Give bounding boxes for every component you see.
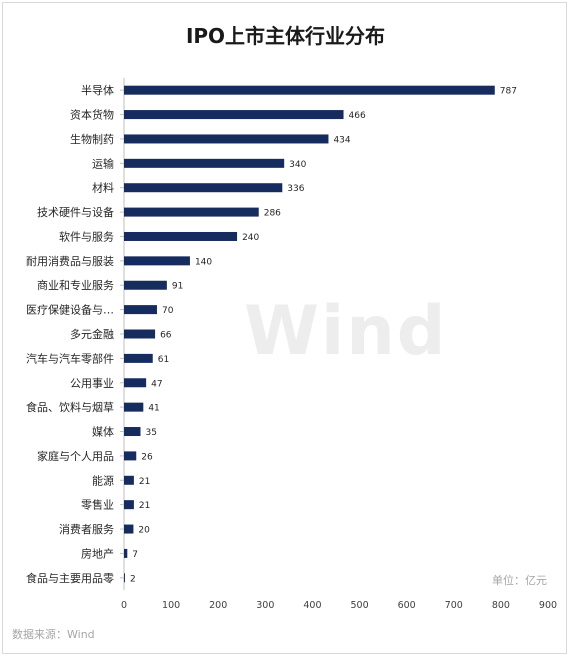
category-label: 食品、饮料与烟草: [26, 400, 114, 414]
x-tick-label: 500: [350, 600, 368, 611]
x-tick-label: 800: [492, 600, 510, 611]
category-label: 房地产: [81, 546, 114, 560]
bar: [124, 524, 134, 534]
bar: [124, 85, 495, 95]
x-tick-label: 400: [303, 600, 321, 611]
chart-title: IPO上市主体行业分布: [185, 24, 386, 48]
category-label: 汽车与汽车零部件: [26, 351, 114, 365]
x-tick-label: 700: [445, 600, 463, 611]
data-label: 7: [132, 550, 138, 560]
category-label: 零售业: [81, 498, 114, 512]
x-tick-label: 300: [256, 600, 274, 611]
category-label: 技术硬件与设备: [37, 205, 114, 219]
data-label: 61: [158, 355, 169, 365]
category-label: 能源: [92, 473, 114, 487]
category-label: 软件与服务: [59, 229, 114, 243]
category-label: 商业和专业服务: [37, 278, 114, 292]
bar: [124, 280, 167, 290]
bar: [124, 353, 153, 363]
unit-label: 单位：亿元: [492, 574, 547, 587]
bar: [124, 158, 285, 168]
bar: [124, 183, 283, 193]
category-label: 家庭与个人用品: [37, 449, 114, 463]
bar: [124, 134, 329, 144]
category-label: 公用事业: [70, 377, 114, 390]
data-label: 466: [349, 111, 366, 121]
data-label: 21: [139, 501, 150, 511]
bar: [124, 573, 125, 583]
bar: [124, 256, 190, 266]
bar: [124, 110, 344, 120]
bar: [124, 402, 144, 412]
data-label: 66: [160, 331, 172, 341]
watermark: Wind: [244, 292, 448, 371]
category-label: 半导体: [81, 83, 114, 97]
data-label: 434: [333, 135, 350, 145]
source-note: 数据来源：Wind: [12, 628, 95, 641]
bar: [124, 548, 128, 558]
bar: [124, 207, 259, 217]
data-label: 20: [138, 526, 150, 536]
bar: [124, 305, 157, 315]
data-label: 26: [141, 452, 153, 462]
x-tick-label: 200: [209, 600, 227, 611]
data-label: 47: [151, 379, 162, 389]
category-label: 多元金融: [70, 327, 114, 341]
category-label: 资本货物: [70, 108, 114, 122]
bar: [124, 378, 147, 388]
data-label: 336: [287, 184, 304, 194]
data-label: 41: [148, 404, 159, 414]
data-label: 340: [289, 160, 306, 170]
data-label: 35: [145, 428, 156, 438]
x-tick-label: 0: [121, 600, 127, 611]
data-label: 286: [264, 209, 281, 219]
bar: [124, 329, 156, 339]
data-label: 140: [195, 257, 212, 267]
category-label: 食品与主要用品零: [26, 571, 114, 585]
category-label: 生物制药: [70, 132, 114, 146]
data-label: 70: [162, 306, 174, 316]
category-label: 医疗保健设备与…: [26, 303, 114, 317]
bar: [124, 231, 238, 241]
category-label: 运输: [92, 156, 114, 170]
category-label: 媒体: [92, 425, 114, 439]
data-label: 91: [172, 282, 183, 292]
bar: [124, 451, 137, 461]
category-label: 消费者服务: [59, 522, 114, 536]
bar: [124, 475, 134, 485]
data-label: 2: [130, 574, 136, 584]
bar: [124, 427, 141, 437]
x-tick-label: 100: [162, 600, 180, 611]
category-label: 耐用消费品与服装: [26, 254, 114, 268]
data-label: 240: [242, 233, 259, 243]
bar: [124, 500, 134, 510]
category-label: 材料: [92, 181, 114, 195]
data-label: 787: [500, 87, 517, 97]
x-tick-label: 900: [539, 600, 557, 611]
x-tick-label: 600: [398, 600, 416, 611]
data-label: 21: [139, 477, 150, 487]
